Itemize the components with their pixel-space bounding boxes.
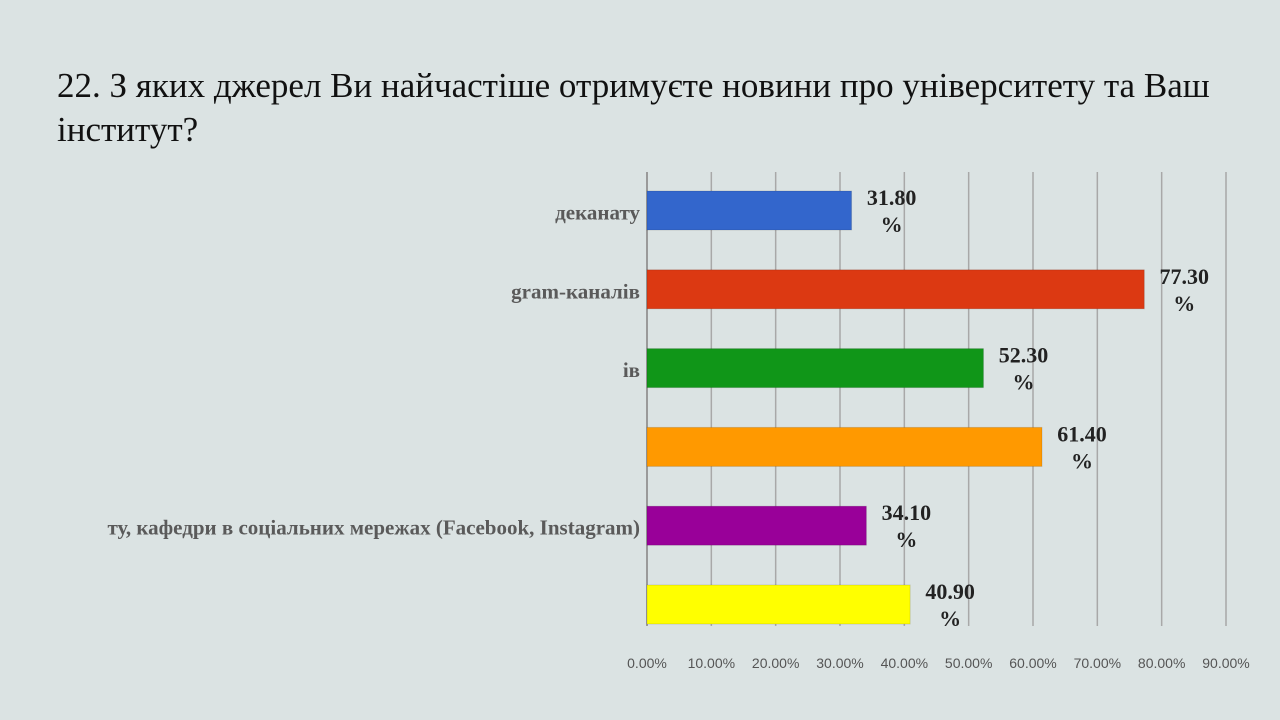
bar: [646, 348, 984, 389]
bar: [646, 190, 853, 231]
data-label-unit: %: [1012, 370, 1034, 395]
x-tick-label: 50.00%: [945, 655, 992, 671]
value-labels: 31.80%77.30%52.30%61.40%34.10%40.90%: [867, 185, 1209, 631]
data-label-unit: %: [895, 527, 917, 552]
slide-title: 22. З яких джерел Ви найчастіше отримуєт…: [57, 66, 1210, 149]
data-label: 34.10: [882, 500, 932, 525]
x-tick-label: 60.00%: [1009, 655, 1056, 671]
data-label-unit: %: [1173, 291, 1195, 316]
x-tick-label: 10.00%: [688, 655, 735, 671]
data-label: 40.90: [925, 579, 975, 604]
category-label: gram-каналів: [511, 279, 640, 303]
category-labels: деканату gram-каналів ів ту, кафедри в соці…: [107, 201, 640, 540]
data-label: 61.40: [1057, 421, 1107, 446]
bar: [646, 269, 1145, 310]
x-axis-ticks: 0.00% 10.00% 20.00% 30.00% 40.00% 50.00% 60.00…: [627, 655, 1250, 671]
bar: [646, 426, 1043, 467]
x-tick-label: 80.00%: [1138, 655, 1185, 671]
data-label: 31.80: [867, 185, 917, 210]
bar: [646, 505, 867, 546]
x-tick-label: 70.00%: [1074, 655, 1121, 671]
category-label: ту, кафедри в соціальних мережах (Facebo…: [107, 516, 640, 540]
x-tick-label: 30.00%: [816, 655, 863, 671]
x-tick-label: 20.00%: [752, 655, 799, 671]
x-tick-label: 90.00%: [1202, 655, 1249, 671]
bar: [646, 584, 911, 625]
data-label: 52.30: [999, 343, 1049, 368]
chart-gridlines: [646, 172, 1227, 626]
x-tick-label: 0.00%: [627, 655, 667, 671]
data-label-unit: %: [881, 212, 903, 237]
data-label-unit: %: [1071, 448, 1093, 473]
chart-bars: [646, 190, 1145, 625]
data-label: 77.30: [1160, 264, 1210, 289]
category-label: ів: [623, 358, 640, 382]
category-label: деканату: [555, 201, 640, 225]
x-tick-label: 40.00%: [881, 655, 928, 671]
data-label-unit: %: [939, 606, 961, 631]
